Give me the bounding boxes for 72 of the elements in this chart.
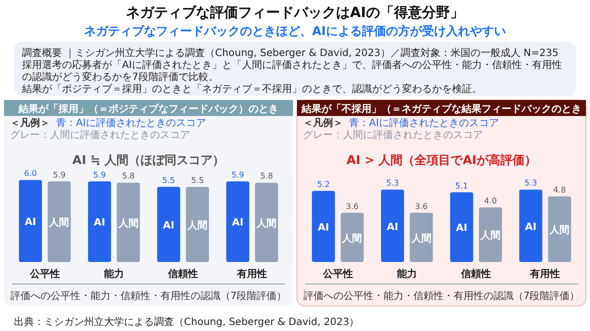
chart-subtitle: AI > 人間（全項目でAIが高評価） <box>346 153 536 167</box>
bar <box>312 190 335 262</box>
text: AI <box>24 217 36 228</box>
text: 人間 <box>480 230 500 242</box>
data-label: 5.9 <box>93 170 106 180</box>
data-label: 5.1 <box>455 181 468 190</box>
bar <box>48 181 71 262</box>
text: 人間 <box>411 233 432 244</box>
chart-subtitle: AI ≒ 人間（ほぼ同スコア） <box>72 153 225 167</box>
bar <box>116 182 140 262</box>
bar <box>157 186 180 262</box>
text: 人間 <box>187 220 208 232</box>
data-label: 5.8 <box>260 172 273 181</box>
data-label: 5.2 <box>317 180 330 189</box>
series-label: 人間 <box>48 216 70 229</box>
x-axis-title: 評価への公平性・能力・信頼性・有用性の認識（7段階評価） <box>303 290 580 302</box>
source-note: 出典：ミシガン州立大学による調査（Choung, Seberger & David, 2023） <box>14 316 360 328</box>
data-label: 5.8 <box>122 172 135 181</box>
x-tick-label: 有用性 <box>236 268 268 280</box>
x-tick-label: 能力 <box>104 268 124 280</box>
x-tick-label: 公平性 <box>322 268 353 280</box>
bar <box>186 186 209 262</box>
text: AI <box>525 222 537 233</box>
legend-title: ＜凡例＞ <box>303 117 343 129</box>
x-tick-label: 有用性 <box>529 268 560 280</box>
text: 採用選考の応募者が「AIに評価されたとき」と「人間に評価されたとき」で、評価者への公平性・能力・信頼性・有用性の認識がどう変わるかを7段階評価で比較。 <box>22 59 562 83</box>
text: ネガティブな評価フィードバックはAIの「得意分野」 <box>126 4 464 21</box>
x-axis-title: 評価への公平性・能力・信頼性・有用性の認識（7段階評価） <box>10 290 287 302</box>
x-tick-label: 公平性 <box>28 268 60 280</box>
text: 結果が「ポジティブ＝採用」のときと「ネガティブ＝不採用」のときで、認識がどう変わるかを検証。 <box>21 83 482 95</box>
x-tick-label: 信頼性 <box>460 268 492 280</box>
bar <box>255 182 278 262</box>
text: AI <box>232 218 244 229</box>
data-label: 4.0 <box>484 196 497 206</box>
bar <box>88 181 112 262</box>
x-tick-label: 能力 <box>396 268 417 280</box>
bar <box>519 190 542 262</box>
data-label: 5.9 <box>231 170 244 180</box>
text: グレー：人間に評価されたときのスコア <box>303 129 483 141</box>
bar <box>381 190 404 262</box>
data-label: 5.5 <box>191 176 204 185</box>
text: AI <box>386 222 398 233</box>
data-label: 4.8 <box>553 185 566 194</box>
data-label: 5.3 <box>386 178 399 188</box>
text: 人間 <box>118 218 138 230</box>
data-label: 5.9 <box>52 170 66 180</box>
text: 人間 <box>256 218 277 230</box>
series-label: 人間 <box>341 232 362 244</box>
text: AI <box>94 218 106 229</box>
text: AI <box>318 222 330 234</box>
text: グレー：人間に評価されたときのスコア <box>10 129 190 141</box>
text: 青：AIに評価されたときのスコア <box>349 117 499 129</box>
legend-title: ＜凡例＞ <box>10 117 50 129</box>
bar <box>478 207 502 262</box>
data-label: 3.6 <box>346 202 359 211</box>
chart-title: 結果が「採用」（＝ポジティブなフィードバック）のとき <box>18 103 278 115</box>
chart-title: 結果が「不採用」（＝ネガティブな結果フィードバックのとき <box>300 103 582 115</box>
bar <box>18 180 42 262</box>
data-label: 5.5 <box>162 176 176 185</box>
text: 調査概要 ｜ミシガン州立大学による調査（Choung, Seberger & David, 2023）／調査対象：米国の一般成人 N=235 <box>22 47 559 59</box>
text: 青：AIに評価されたときのスコア <box>56 117 206 129</box>
series-label: AI <box>162 220 174 232</box>
bar <box>226 181 250 262</box>
text: 人間 <box>550 225 570 236</box>
data-label: 6.0 <box>24 169 37 178</box>
bar <box>548 196 572 262</box>
series-label: AI <box>456 223 468 234</box>
data-label: 5.3 <box>524 178 538 188</box>
x-tick-label: 信頼性 <box>167 268 198 280</box>
bar <box>450 192 474 262</box>
text: ネガティブなフィードバックのときほど、AIによる評価の方が受け入れやすい <box>84 24 506 38</box>
data-label: 3.6 <box>414 202 428 211</box>
